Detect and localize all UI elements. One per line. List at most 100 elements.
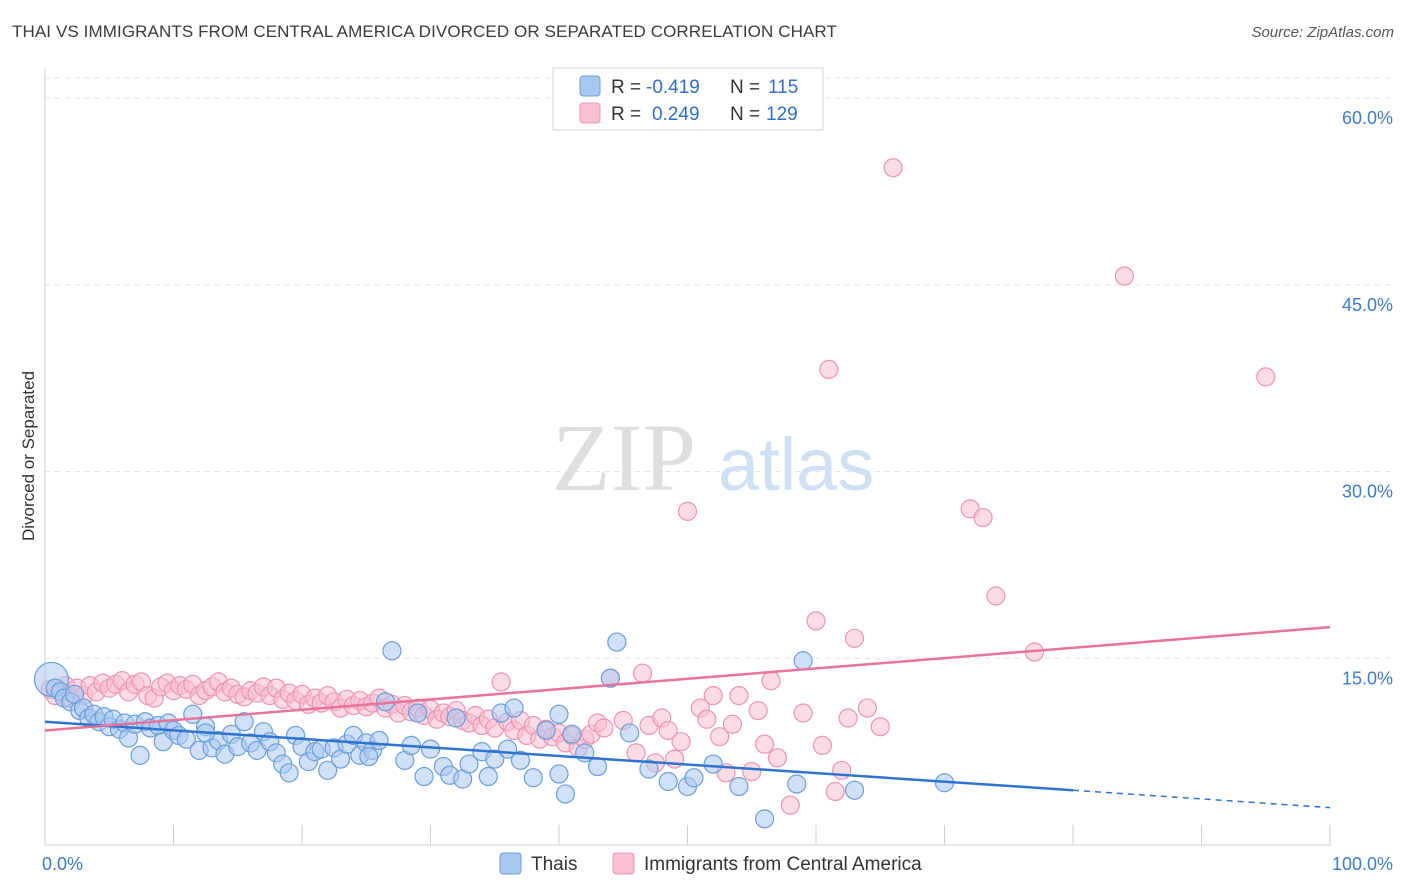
source-credit: Source: ZipAtlas.com — [1251, 24, 1394, 41]
central-america-point — [594, 718, 614, 738]
correlation-legend: R = -0.419 N = 115 R = 0.249 N = 129 — [552, 67, 824, 131]
y-tick-label-30: 30.0% — [1342, 482, 1393, 502]
central-america-point — [883, 158, 903, 178]
central-america-point — [1114, 266, 1135, 286]
thais-point — [562, 724, 582, 744]
watermark-atlas: atlas — [718, 423, 874, 506]
central-america-point — [986, 586, 1006, 606]
series-legend-swatch-thais — [499, 852, 522, 875]
central-america-point — [767, 748, 788, 768]
thais-point — [600, 668, 621, 688]
thais-point — [504, 698, 524, 718]
thais-point — [478, 766, 498, 787]
y-axis-label: Divorced or Separated — [19, 371, 38, 541]
central-america-point — [671, 732, 691, 752]
thais-point — [382, 641, 402, 661]
thais-point — [658, 771, 678, 792]
central-america-point — [491, 672, 511, 692]
y-tick-label-60: 60.0% — [1342, 108, 1393, 128]
thais-point — [607, 632, 627, 652]
thais-point — [549, 764, 569, 784]
thais-point — [587, 756, 608, 777]
central-america-point — [722, 714, 743, 734]
x-tick-label-left: 0.0% — [42, 854, 83, 874]
central-america-point — [697, 709, 717, 729]
central-america-point — [742, 761, 762, 782]
series-legend-swatch-central — [612, 852, 635, 875]
series-legend-label-central: Immigrants from Central America — [644, 854, 922, 875]
central-america-point — [812, 735, 833, 756]
central-america-point — [819, 359, 839, 380]
y-tick-label-45: 45.0% — [1342, 295, 1393, 315]
central-america-point — [780, 795, 800, 815]
legend-swatch-central — [579, 102, 601, 124]
legend-n-label-central: N = — [730, 104, 760, 125]
grid-lines — [44, 77, 1393, 845]
central-america-point — [870, 717, 890, 737]
thais-point — [729, 776, 749, 797]
trend-lines — [44, 625, 1331, 809]
thais-point — [684, 768, 704, 788]
series-legend-label-thais: Thais — [531, 854, 577, 875]
central-america-point — [658, 720, 678, 741]
legend-swatch-thais — [579, 75, 601, 97]
central-america-point — [632, 663, 653, 683]
thais-point — [408, 703, 428, 723]
thais-point — [793, 651, 813, 671]
central-america-point — [793, 703, 813, 723]
thais-point — [555, 784, 576, 804]
central-america-point — [844, 628, 865, 648]
zipatlas-watermark: ZIP atlas — [552, 404, 874, 511]
central-america-point — [1256, 367, 1276, 387]
central-america-point — [825, 781, 845, 802]
thais-point — [639, 759, 659, 779]
central-america-point — [754, 734, 775, 754]
central-america-point — [703, 685, 723, 706]
central-america-trend-line — [44, 625, 1331, 732]
thais-point — [844, 780, 865, 800]
thais-point — [130, 745, 150, 765]
central-america-point — [973, 507, 993, 528]
thais-point — [420, 739, 441, 759]
thais-point — [510, 750, 531, 770]
central-america-point — [710, 727, 730, 747]
thais-trend-extension — [1072, 789, 1331, 809]
y-tick-label-15: 15.0% — [1342, 668, 1393, 688]
watermark-zip: ZIP — [552, 404, 696, 511]
legend-n-value-central: 129 — [766, 104, 798, 125]
legend-r-value-central: 0.249 — [652, 104, 700, 125]
x-tick-label-right: 100.0% — [1332, 854, 1393, 874]
thais-point — [446, 708, 466, 728]
thais-points — [33, 632, 955, 829]
legend-n-label-thais: N = — [730, 77, 760, 98]
thais-point — [787, 774, 807, 794]
central-america-point — [729, 685, 749, 706]
thais-point — [318, 760, 338, 780]
tick-labels: 15.0% 30.0% 45.0% 60.0% 0.0% 100.0% — [42, 108, 1393, 874]
thais-point — [754, 809, 775, 829]
central-america-point — [626, 743, 646, 763]
thais-point — [536, 720, 556, 741]
legend-r-label-thais: R = — [611, 77, 641, 98]
central-america-point — [665, 749, 685, 769]
central-america-point — [748, 700, 768, 721]
series-legend: Thais Immigrants from Central America — [499, 852, 922, 875]
thais-point — [620, 723, 640, 743]
central-america-point — [857, 698, 878, 718]
thais-point — [703, 754, 723, 774]
thais-point — [549, 704, 569, 724]
thais-trend-line — [44, 720, 1074, 792]
thais-point — [234, 712, 254, 732]
central-america-point — [838, 708, 858, 728]
thais-point — [414, 766, 434, 787]
central-america-point — [832, 760, 852, 780]
thais-point — [369, 730, 389, 751]
legend-r-value-thais: -0.419 — [646, 77, 700, 98]
central-america-point — [806, 611, 826, 631]
central-america-point — [677, 501, 698, 521]
legend-r-label-central: R = — [611, 104, 641, 125]
chart-title: THAI VS IMMIGRANTS FROM CENTRAL AMERICA … — [12, 22, 837, 41]
thais-point — [523, 768, 543, 788]
thais-point — [359, 747, 379, 767]
